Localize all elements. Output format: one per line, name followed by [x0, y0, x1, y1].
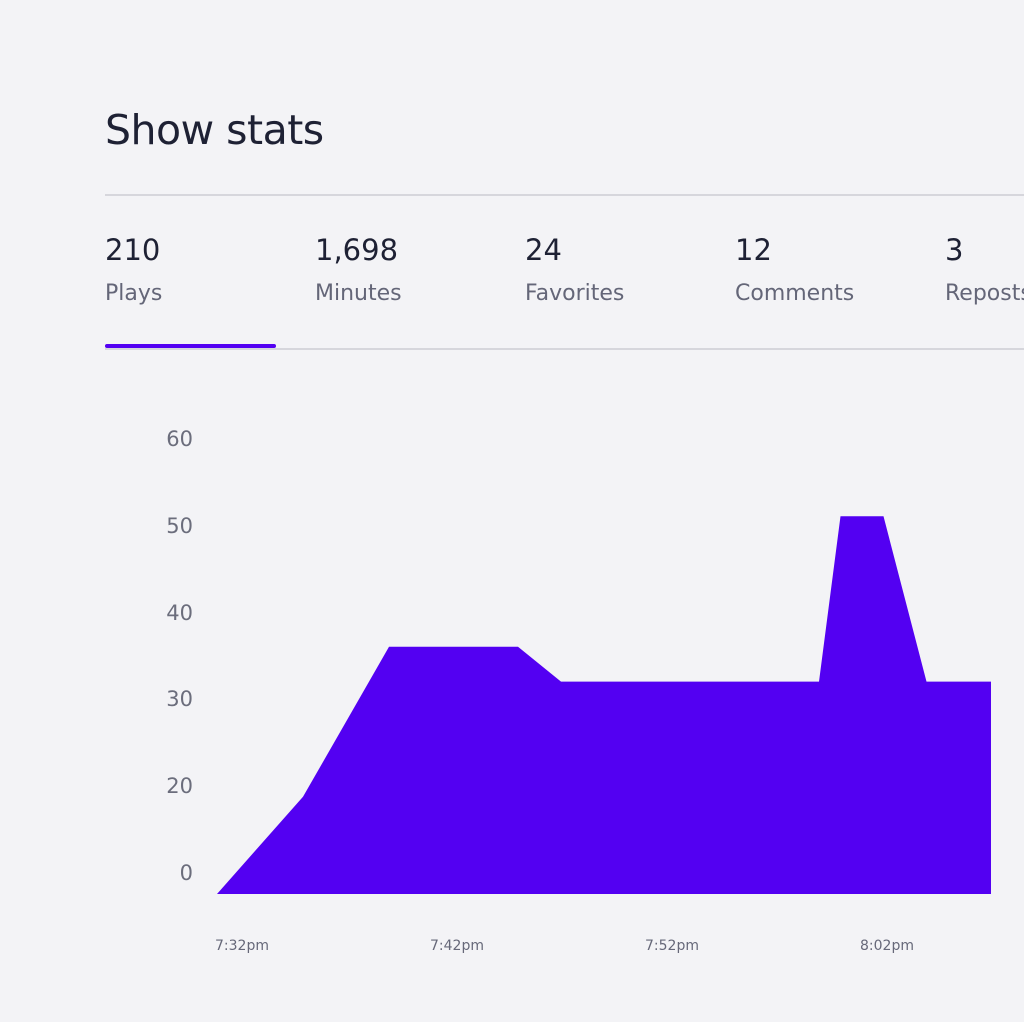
tab-reposts-label: Reposts: [945, 281, 1024, 306]
tab-favorites-value: 24: [525, 233, 562, 267]
tab-plays-label: Plays: [105, 281, 163, 306]
y-axis: 60 50 40 30 20 0: [166, 427, 193, 885]
area-series-plays: [217, 516, 991, 894]
tab-favorites-label: Favorites: [525, 281, 625, 306]
plays-area-chart: 60 50 40 30 20 0 7:32pm 7:42pm 7:52pm 8:02pm: [166, 427, 991, 954]
tab-minutes-label: Minutes: [315, 281, 402, 306]
y-tick-label: 0: [180, 861, 193, 885]
y-tick-label: 40: [166, 601, 193, 625]
plot-area: [217, 516, 991, 894]
tab-plays-value: 210: [105, 233, 161, 267]
x-tick-label: 7:42pm: [430, 938, 484, 954]
tab-comments[interactable]: 12 Comments: [735, 228, 945, 350]
y-tick-label: 50: [166, 514, 193, 538]
tab-comments-label: Comments: [735, 281, 855, 306]
stats-tabs: 210 Plays 1,698 Minutes 24 Favorites 12 …: [105, 228, 1024, 350]
header-divider: [105, 194, 1024, 196]
tab-comments-value: 12: [735, 233, 772, 267]
y-tick-label: 60: [166, 427, 193, 451]
tabs-divider: [105, 348, 1024, 350]
tab-reposts-value: 3: [945, 233, 964, 267]
x-tick-label: 7:52pm: [645, 938, 699, 954]
x-tick-label: 7:32pm: [215, 938, 269, 954]
x-axis: 7:32pm 7:42pm 7:52pm 8:02pm: [215, 938, 914, 954]
tab-minutes-value: 1,698: [315, 233, 399, 267]
active-tab-indicator: [105, 344, 276, 348]
y-tick-label: 30: [166, 687, 193, 711]
tab-reposts[interactable]: 3 Reposts: [945, 228, 1024, 350]
tab-minutes[interactable]: 1,698 Minutes: [315, 228, 525, 350]
y-tick-label: 20: [166, 774, 193, 798]
x-tick-label: 8:02pm: [860, 938, 914, 954]
page-title: Show stats: [105, 106, 324, 154]
tab-favorites[interactable]: 24 Favorites: [525, 228, 735, 350]
tab-plays[interactable]: 210 Plays: [105, 228, 315, 350]
